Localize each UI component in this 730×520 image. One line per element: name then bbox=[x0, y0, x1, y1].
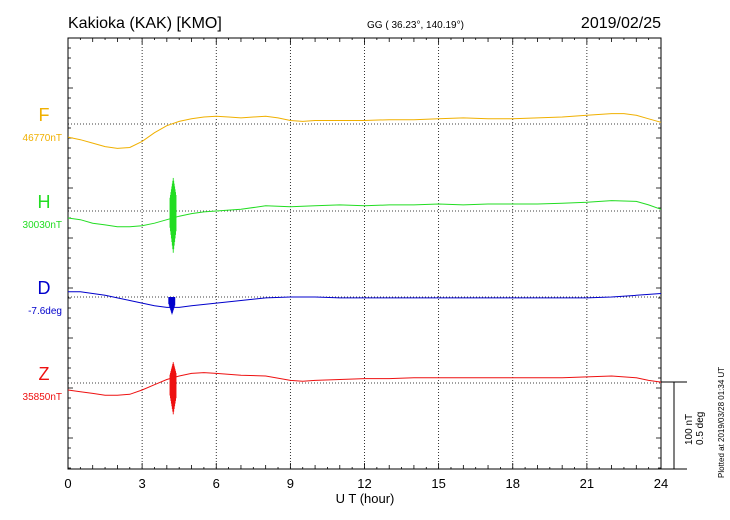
x-tick-label: 0 bbox=[64, 476, 71, 491]
series-baseline-f: 46770nT bbox=[23, 133, 62, 144]
chart-date: 2019/02/25 bbox=[581, 15, 661, 32]
spike-burst-h bbox=[169, 177, 177, 253]
x-tick-label: 9 bbox=[287, 476, 294, 491]
series-name-z: Z bbox=[39, 364, 50, 384]
plotted-note: Plotted at 2019/03/28 01:34 UT bbox=[717, 367, 726, 478]
spike-burst-d bbox=[168, 297, 176, 315]
x-tick-label: 3 bbox=[139, 476, 146, 491]
station-coords: GG ( 36.23°, 140.19°) bbox=[367, 20, 464, 31]
x-tick-label: 24 bbox=[654, 476, 668, 491]
x-axis-label: U T (hour) bbox=[336, 491, 395, 506]
x-tick-label: 21 bbox=[580, 476, 594, 491]
scale-bar: 100 nT 0.5 deg bbox=[661, 381, 706, 470]
x-axis: 0 3 6 9 12 15 18 21 24 bbox=[64, 476, 668, 491]
series-baseline-d: -7.6deg bbox=[28, 306, 62, 317]
series-name-f: F bbox=[39, 105, 50, 125]
station-title: Kakioka (KAK) [KMO] bbox=[68, 15, 222, 32]
spike-burst-z bbox=[169, 362, 177, 415]
series-baseline-z: 35850nT bbox=[23, 392, 62, 403]
scale-label-nt: 100 nT bbox=[684, 414, 695, 445]
x-tick-label: 12 bbox=[357, 476, 371, 491]
series-traces bbox=[67, 113, 662, 415]
series-line-h bbox=[67, 200, 662, 228]
series-name-h: H bbox=[38, 192, 51, 212]
series-line-z bbox=[67, 372, 662, 396]
series-line-f bbox=[67, 113, 662, 149]
series-name-d: D bbox=[38, 278, 51, 298]
grid-lines bbox=[67, 38, 662, 469]
x-tick-label: 6 bbox=[213, 476, 220, 491]
x-tick-label: 15 bbox=[431, 476, 445, 491]
scale-label-deg: 0.5 deg bbox=[695, 412, 706, 445]
series-line-d bbox=[68, 291, 662, 308]
series-baseline-h: 30030nT bbox=[23, 220, 62, 231]
x-tick-label: 18 bbox=[506, 476, 520, 491]
series-labels: F 46770nT H 30030nT D -7.6deg Z 35850nT bbox=[23, 105, 62, 403]
